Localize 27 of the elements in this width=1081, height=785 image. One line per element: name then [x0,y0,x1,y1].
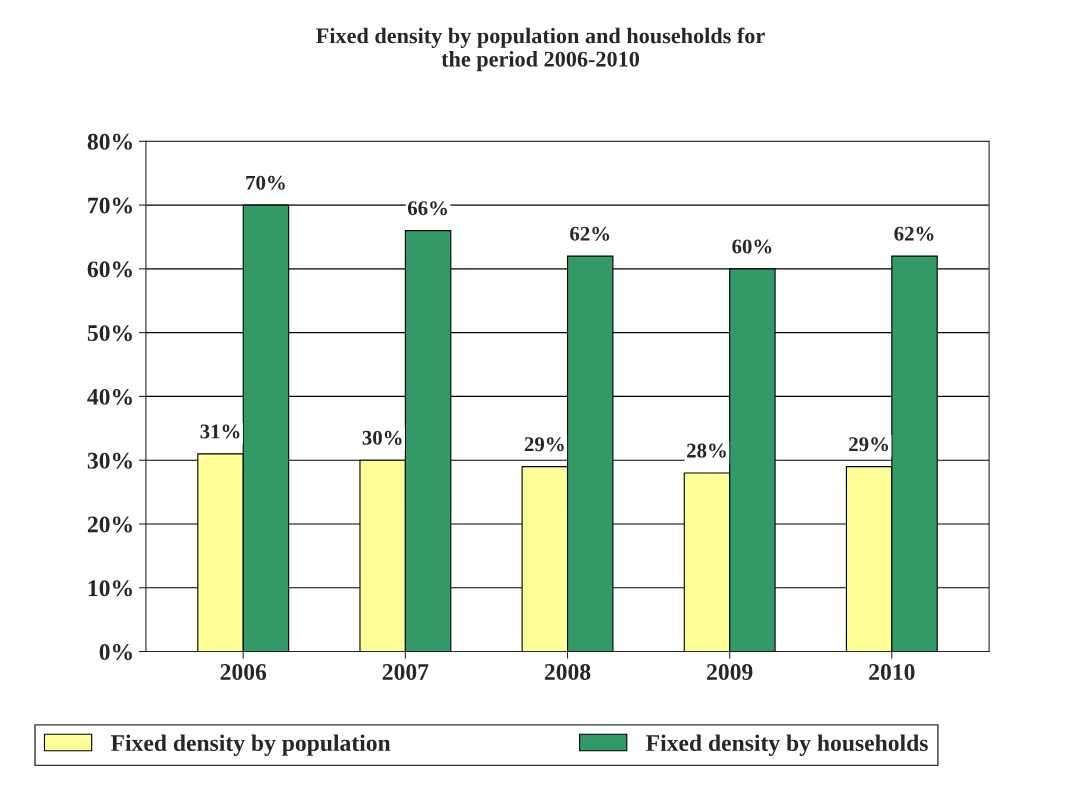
data-label: 66% [407,201,447,216]
y-tick-label: 40% [87,388,132,405]
data-label: 60% [732,239,772,254]
data-label: 28% [687,443,726,458]
y-tick-label: 20% [87,516,132,533]
data-label: 31% [200,424,240,439]
legend-label: Fixed density by households [646,734,928,756]
chart-title: Fixed density by population and households for the period 2006-2010 [316,27,765,72]
data-label: 70% [246,175,285,190]
y-tick-label: 0% [99,644,132,661]
data-label: 29% [524,437,564,452]
x-tick-label: 2008 [544,664,591,680]
data-label: 62% [894,226,934,241]
x-tick-label: 2007 [382,664,429,680]
x-tick-label: 2006 [220,664,267,680]
x-tick-label: 2009 [707,664,753,680]
data-label: 29% [849,437,888,452]
y-tick-label: 10% [88,580,132,597]
data-label: 30% [362,430,402,445]
y-tick-label: 70% [88,197,132,214]
legend-label: Fixed density by population [110,734,391,756]
y-tick-label: 50% [87,325,132,342]
x-tick-label: 2010 [869,664,915,680]
data-label: 62% [570,226,610,241]
y-tick-label: 60% [87,261,132,278]
y-tick-label: 30% [87,452,132,469]
y-tick-label: 80% [87,133,132,150]
